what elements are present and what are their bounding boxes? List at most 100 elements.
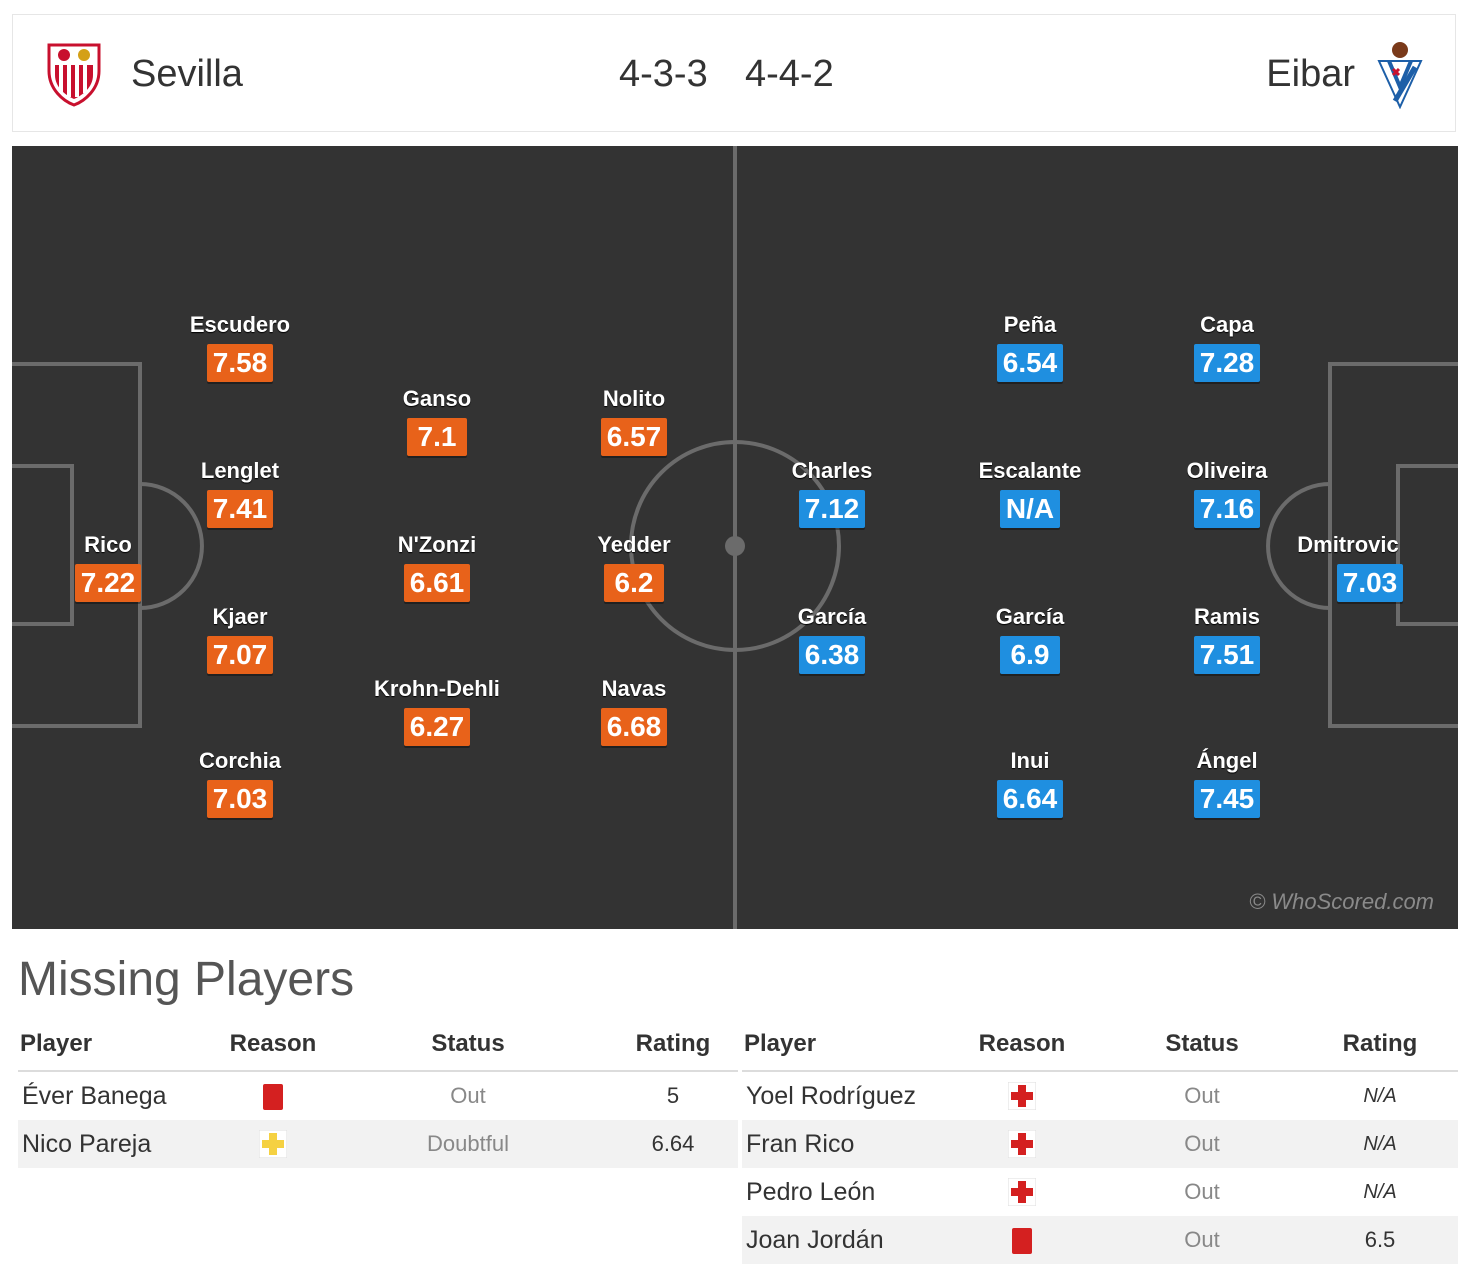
player-name[interactable]: Nico Pareja	[18, 1120, 218, 1168]
rating-cell: 5	[666, 1083, 680, 1108]
player-rating: 7.1	[407, 418, 467, 456]
player-name: Inui	[1010, 748, 1050, 773]
player-rating: 7.12	[798, 490, 866, 528]
away-team-name[interactable]: Eibar	[1266, 53, 1355, 95]
match-header: Sevilla 4-3-3 4-4-2 Eibar	[12, 14, 1456, 132]
away-player[interactable]: Escalante N/A	[940, 458, 1120, 528]
player-rating: 6.54	[996, 344, 1064, 382]
player-name: Lenglet	[200, 458, 280, 483]
player-name: Oliveira	[1186, 458, 1268, 483]
col-player: Player	[742, 1018, 942, 1072]
eibar-crest-icon[interactable]	[1375, 41, 1425, 114]
away-player[interactable]: Capa 7.28	[1137, 312, 1317, 382]
reason-cell	[942, 1168, 1102, 1216]
player-name: Capa	[1200, 312, 1254, 337]
away-formation: 4-4-2	[745, 53, 834, 95]
player-name: Yedder	[597, 532, 671, 557]
away-player[interactable]: Peña 6.54	[940, 312, 1120, 382]
home-player[interactable]: Nolito 6.57	[544, 386, 724, 456]
away-player[interactable]: Charles 7.12	[742, 458, 922, 528]
player-rating: N/A	[999, 490, 1061, 528]
col-rating: Rating	[1302, 1018, 1458, 1072]
player-name[interactable]: Joan Jordán	[742, 1216, 942, 1264]
home-player[interactable]: Kjaer 7.07	[150, 604, 330, 674]
player-name: Ángel	[1196, 748, 1258, 773]
home-team-name[interactable]: Sevilla	[131, 53, 243, 95]
reason-cell	[942, 1071, 1102, 1120]
status-cell: Out	[1184, 1083, 1220, 1108]
home-player[interactable]: Krohn-Dehli 6.27	[347, 676, 527, 746]
home-player[interactable]: Navas 6.68	[544, 676, 724, 746]
home-player[interactable]: Corchia 7.03	[150, 748, 330, 818]
player-rating: 6.68	[600, 708, 668, 746]
red-card-icon	[263, 1083, 283, 1110]
status-cell: Out	[450, 1083, 486, 1108]
player-name[interactable]: Yoel Rodríguez	[746, 1081, 917, 1110]
col-player: Player	[18, 1018, 218, 1072]
player-rating: 7.28	[1193, 344, 1261, 382]
away-player[interactable]: Inui 6.64	[940, 748, 1120, 818]
home-player[interactable]: Rico 7.22	[18, 532, 198, 602]
home-player[interactable]: Escudero 7.58	[150, 312, 330, 382]
player-rating: 6.57	[600, 418, 668, 456]
home-missing-table: Player Reason Status Rating Éver Banega …	[18, 1018, 738, 1168]
away-player[interactable]: Oliveira 7.16	[1137, 458, 1317, 528]
table-row[interactable]: Joan Jordán Out 6.5	[742, 1216, 1458, 1264]
col-status: Status	[328, 1018, 608, 1072]
player-name: Dmitrovic	[1297, 532, 1399, 557]
injury-icon	[1008, 1130, 1036, 1159]
player-name[interactable]: Fran Rico	[742, 1120, 942, 1168]
table-row[interactable]: Pedro León Out N/A	[742, 1168, 1458, 1216]
home-player[interactable]: Yedder 6.2	[544, 532, 724, 602]
injury-icon	[1008, 1082, 1036, 1111]
home-player[interactable]: Ganso 7.1	[347, 386, 527, 456]
table-row[interactable]: Yoel Rodríguez Out N/A	[742, 1071, 1458, 1120]
away-player[interactable]: Dmitrovic 7.03	[1258, 532, 1438, 602]
status-cell: Out	[1184, 1179, 1220, 1204]
col-reason: Reason	[942, 1018, 1102, 1072]
player-rating: 6.9	[1000, 636, 1060, 674]
table-row[interactable]: Nico Pareja Doubtful 6.64	[18, 1120, 738, 1168]
player-name[interactable]: Pedro León	[746, 1177, 876, 1206]
home-player[interactable]: Lenglet 7.41	[150, 458, 330, 528]
player-rating: 7.22	[74, 564, 142, 602]
status-cell: Out	[1102, 1120, 1302, 1168]
player-rating: 6.27	[403, 708, 471, 746]
player-name: Navas	[601, 676, 667, 701]
player-name: Ramis	[1193, 604, 1261, 629]
reason-cell	[942, 1216, 1102, 1264]
rating-cell: N/A	[1302, 1120, 1458, 1168]
pitch-markings	[12, 146, 1458, 929]
status-cell: Doubtful	[328, 1120, 608, 1168]
away-player[interactable]: García 6.38	[742, 604, 922, 674]
doubtful-injury-icon	[259, 1130, 287, 1159]
player-rating: 6.38	[798, 636, 866, 674]
rating-cell: N/A	[1363, 1084, 1397, 1107]
player-rating: 7.07	[206, 636, 274, 674]
player-rating: 7.03	[206, 780, 274, 818]
table-row[interactable]: Fran Rico Out N/A	[742, 1120, 1458, 1168]
away-missing-table: Player Reason Status Rating Yoel Rodrígu…	[742, 1018, 1458, 1264]
away-player[interactable]: García 6.9	[940, 604, 1120, 674]
missing-players-title: Missing Players	[18, 953, 355, 1006]
home-player[interactable]: N'Zonzi 6.61	[347, 532, 527, 602]
player-name[interactable]: Éver Banega	[22, 1081, 167, 1110]
player-rating: 6.2	[604, 564, 664, 602]
player-name: García	[995, 604, 1065, 629]
player-name: Charles	[791, 458, 873, 483]
watermark: © WhoScored.com	[1249, 889, 1434, 914]
away-player[interactable]: Ángel 7.45	[1137, 748, 1317, 818]
col-rating: Rating	[608, 1018, 738, 1072]
player-name: N'Zonzi	[397, 532, 477, 557]
rating-cell: N/A	[1363, 1180, 1397, 1203]
table-row[interactable]: Éver Banega Out 5	[18, 1071, 738, 1120]
sevilla-crest-icon[interactable]	[45, 41, 103, 112]
player-rating: 6.64	[996, 780, 1064, 818]
player-name: Escalante	[978, 458, 1082, 483]
reason-cell	[942, 1120, 1102, 1168]
rating-cell: 6.5	[1302, 1216, 1458, 1264]
away-player[interactable]: Ramis 7.51	[1137, 604, 1317, 674]
red-card-icon	[1012, 1227, 1032, 1254]
status-cell: Out	[1102, 1216, 1302, 1264]
col-reason: Reason	[218, 1018, 328, 1072]
